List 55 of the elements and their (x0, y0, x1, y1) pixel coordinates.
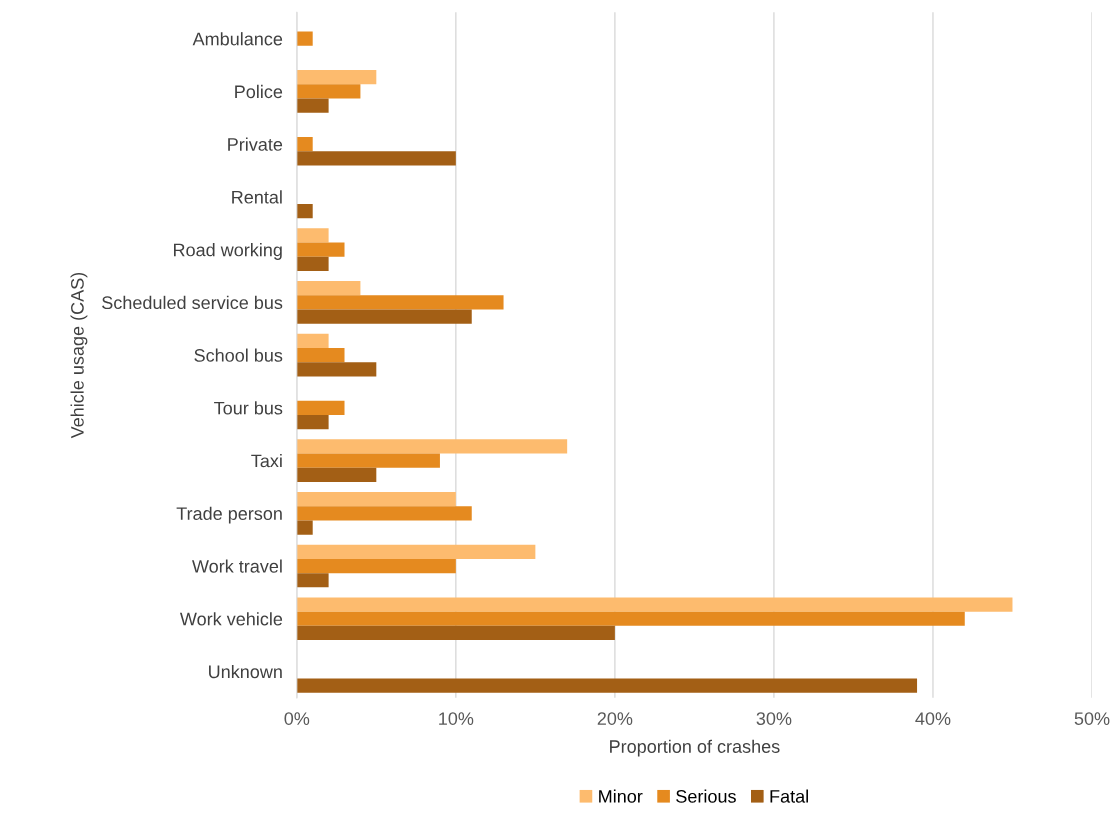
legend-label: Fatal (770, 789, 808, 803)
bar (296, 98, 329, 113)
bar (296, 228, 329, 243)
bar (296, 280, 361, 296)
y-tick-label: Rental (232, 190, 282, 204)
y-tick-label: Ambulance (192, 32, 283, 46)
x-tick-label: 20% (597, 712, 633, 725)
bar (296, 544, 536, 559)
y-axis-title: Vehicle usage (CAS) (70, 272, 88, 439)
y-tick-label: Work vehicle (179, 612, 283, 626)
bar (296, 597, 1013, 612)
bar (296, 31, 313, 46)
y-tick-label: Taxi (251, 454, 282, 468)
x-tick-label: 40% (915, 712, 951, 725)
legend-label: Serious (676, 789, 736, 803)
y-tick-label: Police (235, 84, 283, 99)
bar (296, 84, 361, 99)
y-tick-label: Unknown (209, 664, 282, 679)
bar (296, 520, 313, 535)
bar (296, 309, 472, 324)
y-tick-label: School bus (194, 348, 283, 362)
y-tick-label: Scheduled service bus (102, 295, 283, 310)
bar (296, 151, 456, 166)
y-tick-label: Road working (174, 243, 282, 260)
bar (296, 256, 329, 271)
x-tick-label: 30% (756, 712, 792, 725)
y-tick-label: Tour bus (214, 401, 283, 415)
x-tick-label: 50% (1074, 712, 1110, 725)
bar (296, 678, 918, 693)
x-tick-label: 0% (284, 712, 310, 725)
x-axis-title: Proportion of crashes (610, 739, 780, 757)
bar (296, 137, 313, 152)
bar (296, 204, 313, 219)
bar (296, 625, 615, 641)
bar (296, 362, 377, 377)
bar (296, 573, 329, 588)
bar (296, 611, 965, 626)
bar (296, 70, 377, 85)
bar (296, 414, 329, 430)
x-tick-label: 10% (439, 712, 474, 725)
legend-label: Minor (599, 789, 643, 803)
bar (296, 491, 456, 507)
bar (296, 506, 472, 521)
y-tick-label: Private (228, 137, 283, 151)
y-tick-label: Trade person (176, 506, 282, 524)
bar (296, 333, 329, 348)
bar (296, 295, 504, 310)
bar (296, 242, 345, 257)
bar (296, 453, 440, 468)
bar (296, 439, 568, 454)
bar (296, 467, 377, 482)
bar (296, 400, 345, 415)
y-tick-label: Work travel (192, 559, 282, 573)
bar (296, 558, 456, 574)
bar (296, 347, 345, 363)
